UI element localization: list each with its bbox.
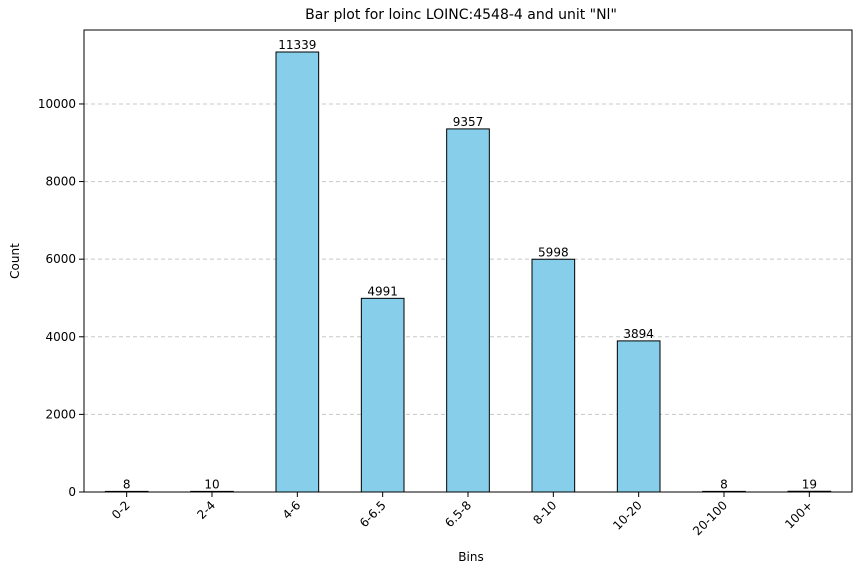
grid-lines: [84, 103, 852, 415]
x-tick-label: 100+: [782, 498, 815, 531]
x-tick-label: 0-2: [109, 498, 133, 522]
data-label: 10: [204, 478, 219, 492]
y-tick-label: 2000: [45, 407, 76, 421]
data-label: 4991: [367, 284, 398, 298]
bar-6-6.5: [360, 297, 405, 493]
x-axis-label: Bins: [458, 550, 483, 564]
y-tick-label: 8000: [45, 175, 76, 189]
data-label: 8: [720, 478, 728, 492]
x-tick-label: 6.5-8: [442, 498, 474, 530]
x-tick-label: 2-4: [194, 498, 218, 522]
bar-6.5-8: [446, 128, 490, 493]
y-axis: 0 2000 4000 6000 8000 10000: [38, 97, 84, 499]
x-axis: 0-2 2-4 4-6 6-6.5 6.5-8 8-10 10-20 20-100 100+: [109, 492, 815, 538]
y-tick-label: 6000: [45, 252, 76, 266]
x-tick-label: 20-100: [690, 498, 730, 538]
x-tick-label: 4-6: [280, 498, 304, 522]
chart-title: Bar plot for loinc LOINC:4548-4 and unit…: [305, 7, 617, 23]
bar-4-6: [275, 51, 320, 493]
y-tick-label: 0: [68, 485, 76, 499]
data-labels: 8 10 11339 4991 9357 5998 3894 8 19: [123, 38, 817, 492]
y-tick-label: 10000: [38, 97, 76, 111]
y-tick-label: 4000: [45, 330, 76, 344]
y-axis-label: Count: [8, 243, 22, 279]
bars: [104, 51, 832, 493]
data-label: 19: [802, 477, 817, 491]
data-label: 8: [123, 478, 131, 492]
data-label: 5998: [538, 245, 569, 259]
data-label: 3894: [623, 327, 654, 341]
x-tick-label: 10-20: [610, 498, 645, 533]
x-tick-label: 6-6.5: [357, 498, 389, 530]
x-tick-label: 8-10: [530, 498, 559, 527]
bar-8-10: [531, 258, 576, 493]
data-label: 11339: [278, 38, 316, 52]
data-label: 9357: [453, 115, 484, 129]
bar-10-20: [616, 340, 661, 493]
